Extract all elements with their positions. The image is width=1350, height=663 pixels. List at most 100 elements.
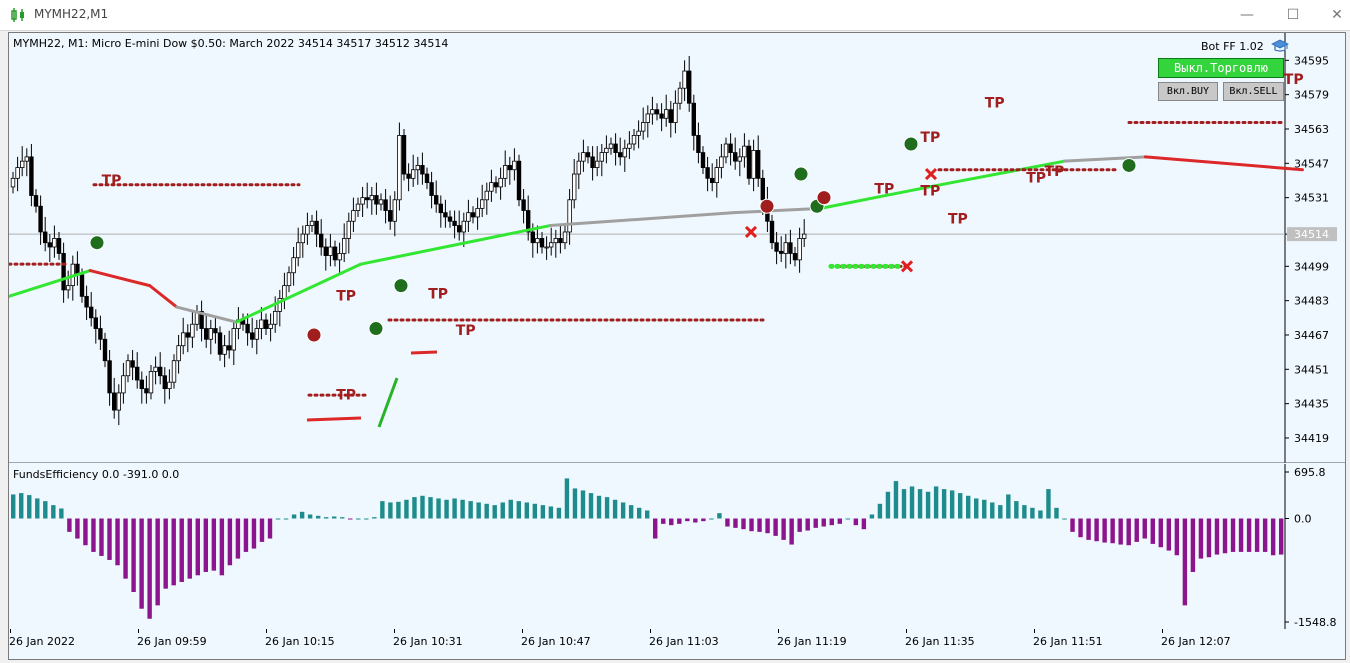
tp-label: TP [1045,164,1065,180]
candle [249,332,255,340]
histogram-bar [1278,518,1284,555]
histogram-bar [749,518,754,532]
price-tick-label: 34419 [1294,432,1329,445]
candle [535,238,540,244]
histogram-bar [468,501,473,519]
candle [700,152,706,169]
histogram-bar [1206,518,1212,558]
candle [461,220,466,233]
histogram-bar [644,510,650,519]
histogram-bar [315,515,321,519]
histogram-bar [925,491,931,519]
indicator-chart[interactable]: 695.8 0.0 -1548.8 [9,464,1345,629]
histogram-bar [933,486,939,519]
candle [659,113,664,119]
candle [226,345,232,351]
histogram-bar [155,518,160,606]
candle [433,195,439,205]
close-button[interactable]: ✕ [1331,7,1343,23]
histogram-bar [27,495,32,519]
histogram-bar [444,499,449,519]
chart-window[interactable]: 34595 34579 34563 34547 34531 34514 34499 34483… [8,32,1346,660]
candle [530,231,535,244]
candle [599,152,604,162]
histogram-bar [1006,494,1011,519]
candle [286,272,292,287]
price-tick-label: 34483 [1294,295,1329,308]
candle [369,195,374,201]
candle [484,190,489,201]
time-tick [10,629,11,633]
histogram-bar [1222,518,1228,554]
candle [15,167,20,179]
histogram-bar [741,518,746,530]
histogram-bar [516,501,521,519]
candle [475,207,480,218]
candle [742,145,747,158]
candle [447,216,453,222]
histogram-bar [227,518,233,566]
histogram-bar [340,517,345,519]
histogram-bar [837,518,843,524]
candle [29,156,34,196]
candle [295,242,301,259]
minimize-button[interactable]: — [1240,7,1254,23]
candle [102,338,108,362]
candle [792,253,798,261]
candle [733,152,738,162]
enable-sell-button[interactable]: Вкл.SELL [1223,82,1284,101]
red-trend-mark [410,350,438,355]
moving-average-segment [359,224,552,266]
tp-label: TP [920,184,940,200]
candle [364,197,370,201]
moving-average-segment [927,159,1066,189]
candle [622,147,627,158]
candle [112,392,117,411]
histogram-bar [709,518,714,520]
histogram-bar [1086,518,1091,540]
histogram-bar [163,518,168,589]
candle [650,109,655,115]
candle [107,360,112,394]
candle [318,233,324,248]
moving-average-segment [9,269,92,298]
histogram-bar [982,499,987,519]
histogram-bar [1054,507,1059,519]
histogram-bar [572,488,578,519]
histogram-bar [813,518,818,528]
candle [608,143,614,149]
enable-buy-button[interactable]: Вкл.BUY [1158,82,1218,101]
histogram-bar [1062,518,1067,520]
histogram-bar [540,505,546,519]
candle [456,225,462,233]
candle [130,360,135,368]
moving-average-segment [1062,155,1147,163]
price-tick-label: 34467 [1294,329,1329,342]
histogram-bar [797,518,802,532]
moving-average-segment [732,206,823,215]
maximize-button[interactable]: ☐ [1286,7,1300,23]
histogram-bar [957,493,963,519]
histogram-bar [901,489,907,519]
candle [783,242,788,254]
candle [305,225,310,235]
candle [719,156,724,169]
time-tick-label: 26 Jan 10:15 [265,635,335,648]
candle [314,220,319,235]
trade-marker [368,321,384,337]
toggle-trading-button[interactable]: Выкл.Торговлю [1158,58,1284,78]
histogram-bar [1214,518,1220,555]
histogram-bar [235,518,241,559]
histogram-bar [1166,518,1172,551]
histogram-bar [131,518,136,593]
candle [360,197,365,205]
histogram-bar [693,518,698,523]
histogram-bar [1126,518,1131,546]
candle [558,238,563,244]
histogram-bar [1246,518,1252,552]
histogram-bar [580,490,586,519]
price-chart[interactable]: 34595 34579 34563 34547 34531 34514 34499 34483… [9,33,1345,463]
histogram-bar [1190,518,1196,572]
time-tick-label: 26 Jan 11:51 [1033,635,1103,648]
histogram-bar [436,498,441,519]
